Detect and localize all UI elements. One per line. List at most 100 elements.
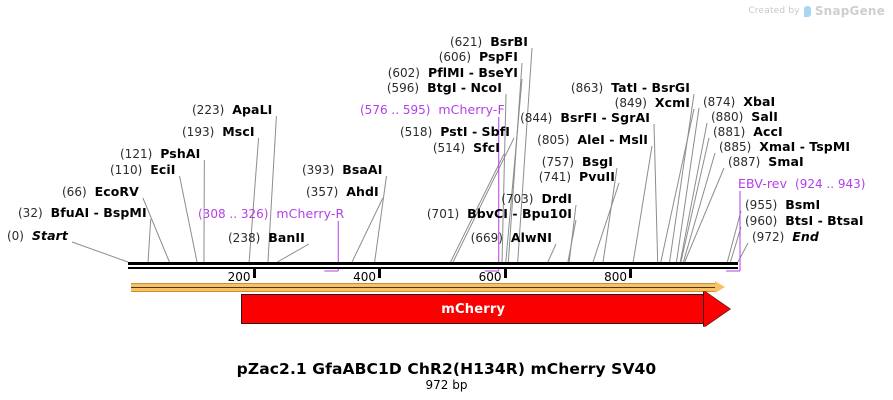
site-position: (223) xyxy=(192,103,225,117)
site-leader-line xyxy=(669,93,695,263)
enzyme-name: SbfI xyxy=(481,124,510,139)
enzyme-name: EcoRV xyxy=(94,184,139,199)
site-leader-line xyxy=(179,175,198,263)
snapgene-leaf-icon xyxy=(803,5,811,17)
primer-name: mCherry-R xyxy=(276,206,345,221)
site-leader-line xyxy=(632,145,653,263)
restriction-site-label[interactable]: (703) DrdI xyxy=(501,192,572,206)
enzyme-separator: - xyxy=(456,80,471,95)
enzyme-name: BsrBI xyxy=(490,34,528,49)
enzyme-name: PstI xyxy=(440,124,468,139)
restriction-site-label[interactable]: (110) EciI xyxy=(110,163,176,177)
restriction-site-label[interactable]: (874) XbaI xyxy=(703,95,775,109)
restriction-site-label[interactable]: (849) XcmI xyxy=(615,96,690,110)
gene-label: mCherry xyxy=(441,302,506,317)
site-leader-line xyxy=(277,243,310,263)
ruler-tick-mark xyxy=(629,269,633,278)
enzyme-name: BtsaI xyxy=(827,213,864,228)
mcherry-gene-arrow[interactable]: mCherry xyxy=(240,291,731,327)
enzyme-name: ApaLI xyxy=(232,102,273,117)
sequence-length-subtitle: 972 bp xyxy=(425,378,468,392)
enzyme-name: BtsI xyxy=(785,213,814,228)
restriction-site-label[interactable]: (972) End xyxy=(752,230,819,244)
restriction-site-label[interactable]: (514) SfcI xyxy=(433,141,500,155)
site-leader-line xyxy=(676,107,700,263)
enzyme-name: TspMI xyxy=(809,139,851,154)
site-position: (0) xyxy=(6,229,24,243)
site-position: (518) xyxy=(399,125,433,139)
restriction-site-label[interactable]: (606) PspFI xyxy=(439,50,518,64)
restriction-site-label[interactable]: (393) BsaAI xyxy=(302,163,382,177)
backbone-inner-line xyxy=(128,265,738,267)
restriction-site-label[interactable]: (887) SmaI xyxy=(728,155,804,169)
enzyme-name: XmaI xyxy=(759,139,796,154)
primer-label[interactable]: EBV-rev (924 .. 943) xyxy=(738,177,865,191)
restriction-site-label[interactable]: (357) AhdI xyxy=(306,185,379,199)
site-leader-line xyxy=(567,219,577,263)
site-position: (121) xyxy=(120,147,153,161)
restriction-site-label[interactable]: (32) BfuAI - BspMI xyxy=(18,206,147,220)
enzyme-name: SalI xyxy=(751,109,779,124)
gene-arrow-head xyxy=(704,291,731,327)
restriction-site-label[interactable]: (701) BbvCI - Bpu10I xyxy=(427,207,572,221)
ruler-tick-label: 200 xyxy=(227,270,251,284)
enzyme-separator: - xyxy=(464,65,479,80)
gene-arrow-body: mCherry xyxy=(240,294,705,324)
restriction-site-label[interactable]: (757) BsgI xyxy=(542,155,613,169)
enzyme-name: BsrGI xyxy=(651,80,690,95)
site-position: (703) xyxy=(501,192,534,206)
site-leader-line xyxy=(729,226,742,263)
ruler-tick-mark xyxy=(378,269,382,278)
enzyme-name: SfcI xyxy=(473,140,500,155)
restriction-site-label[interactable]: (669) AlwNI xyxy=(471,231,552,245)
site-position: (881) xyxy=(713,125,746,139)
orf-arrow-head xyxy=(715,281,726,293)
primer-range: (576 .. 595) xyxy=(360,103,431,117)
restriction-site-label[interactable]: (0) Start xyxy=(7,229,68,243)
ruler-tick-label: 800 xyxy=(604,270,628,284)
enzyme-name: PvuII xyxy=(578,169,615,184)
enzyme-name: BfuAI xyxy=(50,205,90,220)
enzyme-name: NcoI xyxy=(470,80,502,95)
primer-label[interactable]: (308 .. 326) mCherry-R xyxy=(198,207,344,221)
site-position: (874) xyxy=(703,95,736,109)
ruler-tick-label: 400 xyxy=(353,270,377,284)
restriction-site-label[interactable]: (66) EcoRV xyxy=(62,185,139,199)
restriction-site-label[interactable]: (955) BsmI xyxy=(745,198,820,212)
restriction-site-label[interactable]: (960) BtsI - BtsaI xyxy=(745,214,864,228)
restriction-site-label[interactable]: (741) PvuII xyxy=(539,170,615,184)
restriction-site-label[interactable]: (596) BtgI - NcoI xyxy=(387,81,502,95)
enzyme-name: DrdI xyxy=(541,191,572,206)
site-leader-line xyxy=(653,123,659,263)
restriction-site-label[interactable]: (885) XmaI - TspMI xyxy=(719,140,850,154)
enzyme-name: SgrAI xyxy=(611,110,650,125)
site-leader-line xyxy=(351,197,384,263)
site-position: (960) xyxy=(745,214,778,228)
restriction-site-label[interactable]: (238) BanII xyxy=(228,231,305,245)
restriction-site-label[interactable]: (621) BsrBI xyxy=(450,35,528,49)
enzyme-separator: - xyxy=(508,206,522,221)
site-position: (514) xyxy=(432,141,466,155)
enzyme-name: BtgI xyxy=(427,80,457,95)
restriction-site-label[interactable]: (602) PflMI - BseYI xyxy=(388,66,518,80)
restriction-site-label[interactable]: (844) BsrFI - SgrAI xyxy=(520,111,650,125)
site-leader-line xyxy=(737,242,749,263)
enzyme-name: Start xyxy=(31,228,68,243)
primer-label[interactable]: (576 .. 595) mCherry-F xyxy=(360,103,505,117)
restriction-site-label[interactable]: (863) TatI - BsrGI xyxy=(571,81,690,95)
site-leader-line xyxy=(660,108,695,263)
primer-name: mCherry-F xyxy=(438,102,505,117)
orf-center-line xyxy=(130,287,718,288)
enzyme-name: BsgI xyxy=(582,154,613,169)
restriction-site-label[interactable]: (121) PshAI xyxy=(120,147,200,161)
restriction-site-label[interactable]: (880) SalI xyxy=(711,110,778,124)
enzyme-name: PspFI xyxy=(478,49,518,64)
restriction-site-label[interactable]: (518) PstI - SbfI xyxy=(400,125,510,139)
restriction-site-label[interactable]: (193) MscI xyxy=(182,125,255,139)
restriction-site-label[interactable]: (805) AleI - MslI xyxy=(537,133,648,147)
page-title: pZac2.1 GfaABC1D ChR2(H134R) mCherry SV4… xyxy=(236,360,657,378)
restriction-site-label[interactable]: (223) ApaLI xyxy=(192,103,272,117)
enzyme-separator: - xyxy=(89,205,104,220)
restriction-site-label[interactable]: (881) AccI xyxy=(713,125,783,139)
